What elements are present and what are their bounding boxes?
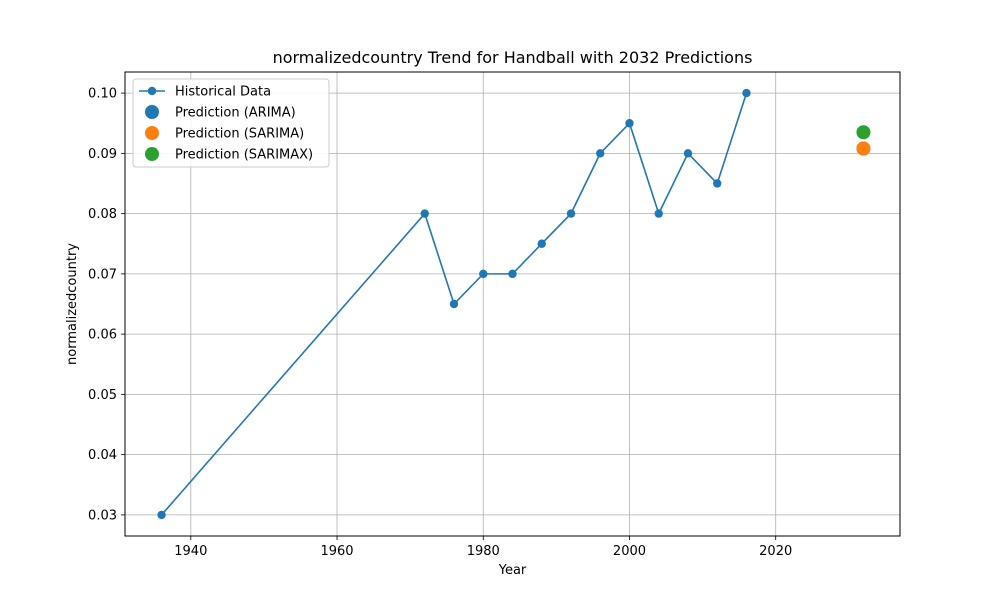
y-tick-label: 0.04 <box>88 448 117 463</box>
historical-data-point <box>625 119 634 128</box>
historical-data-point <box>713 179 722 188</box>
chart-title: normalizedcountry Trend for Handball wit… <box>273 48 753 67</box>
historical-data-point <box>508 269 517 279</box>
y-tick-label: 0.07 <box>88 267 117 282</box>
x-tick-label: 2000 <box>613 544 646 559</box>
ticks: 1940 1960 1980 2000 2020 0.03 0.04 0.05 0.06 0.07… <box>88 87 792 559</box>
x-axis-label: Year <box>498 563 527 578</box>
legend-entry: Prediction (SARIMAX) <box>175 148 313 163</box>
x-tick-label: 1980 <box>467 544 500 559</box>
historical-data-point <box>596 149 605 158</box>
historical-data-point <box>566 209 576 218</box>
historical-data-point <box>449 299 459 309</box>
y-tick-label: 0.03 <box>88 508 117 523</box>
y-tick-label: 0.05 <box>88 388 117 403</box>
y-tick-label: 0.10 <box>88 87 117 102</box>
series-layer <box>157 88 871 520</box>
prediction-point-predictionsarimax <box>856 125 871 140</box>
historical-data-point <box>420 209 429 218</box>
y-tick-label: 0.06 <box>88 328 117 343</box>
legend-marker <box>147 86 157 96</box>
x-tick-label: 1940 <box>174 544 207 559</box>
y-tick-label: 0.08 <box>88 207 117 222</box>
legend-box <box>132 78 330 168</box>
x-tick-label: 2020 <box>759 544 792 559</box>
x-tick-label: 1960 <box>320 544 353 559</box>
y-axis-label: normalizedcountry <box>65 243 80 365</box>
legend-marker <box>145 105 159 119</box>
legend-entry: Prediction (ARIMA) <box>175 106 296 121</box>
prediction-point-predictionsarima <box>856 141 871 156</box>
historical-data-point <box>157 510 166 520</box>
plot-frame <box>124 71 901 537</box>
legend-entry: Prediction (SARIMA) <box>175 127 304 142</box>
legend-marker <box>145 126 159 140</box>
historical-data-point <box>654 209 663 218</box>
y-tick-label: 0.09 <box>88 147 117 162</box>
historical-data-point <box>742 88 751 98</box>
historical-data-point <box>479 269 488 279</box>
historical-data-point <box>537 239 546 248</box>
legend: Historical Data Prediction (ARIMA) Predict… <box>132 78 330 168</box>
legend-marker <box>145 147 159 161</box>
historical-data-point <box>683 149 693 158</box>
legend-entry: Historical Data <box>175 85 271 100</box>
